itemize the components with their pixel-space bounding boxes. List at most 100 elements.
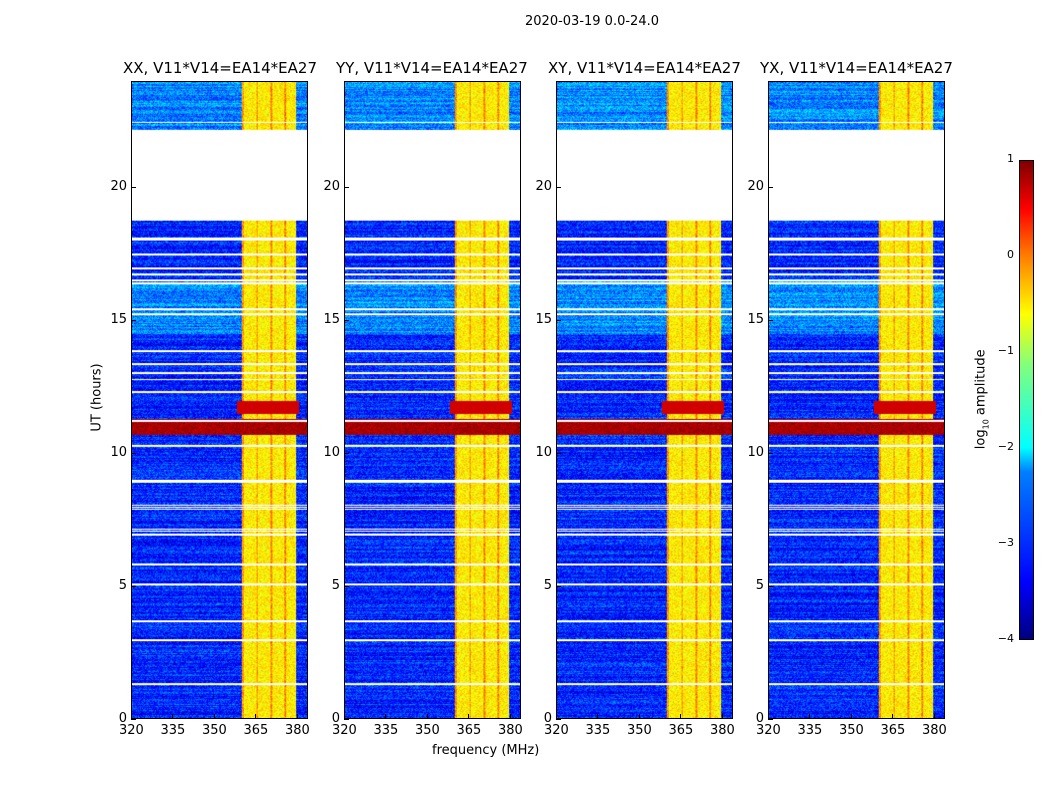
x-tick-label: 350 [201,723,227,738]
y-tick-label: 20 [323,179,340,195]
y-tick-label: 5 [331,578,340,594]
x-tick [933,714,935,719]
x-tick-label: 380 [497,723,523,738]
y-tick [556,453,561,455]
x-tick-label: 380 [284,723,310,738]
x-tick [556,714,557,719]
x-tick-label: 380 [709,723,735,738]
heatmap-panel-3 [556,81,733,719]
x-tick-label: 335 [797,723,823,738]
y-tick [768,187,773,189]
x-tick-label: 335 [585,723,611,738]
y-tick-label: 10 [747,445,764,461]
colorbar-tick-label: 0 [1007,248,1014,261]
y-tick-label: 15 [747,312,764,328]
colorbar [1019,160,1034,640]
y-tick-label: 0 [331,711,340,726]
x-tick [385,714,387,719]
y-tick-label: 20 [110,179,127,195]
y-tick-label: 0 [543,711,552,726]
y-tick [768,719,773,720]
x-tick [468,714,470,719]
x-tick-label: 365 [668,723,694,738]
y-tick-label: 15 [535,312,552,328]
heatmap-cells [769,82,944,718]
suptitle: 2020-03-19 0.0-24.0 [525,14,659,29]
x-tick-label: 320 [544,723,569,738]
y-tick [768,586,773,588]
y-tick [344,187,349,189]
x-tick [721,714,723,719]
y-tick-label: 0 [118,711,127,726]
y-tick [768,320,773,322]
x-tick [597,714,599,719]
x-tick-label: 365 [456,723,482,738]
y-tick-label: 20 [747,179,764,195]
y-tick [556,719,561,720]
x-tick [213,714,215,719]
x-tick-label: 320 [332,723,357,738]
panel-title: XY, V11*V14=EA14*EA27 [548,59,741,77]
x-tick [809,714,811,719]
colorbar-tick-label: −3 [997,536,1014,549]
y-tick [131,586,136,588]
y-tick [131,320,136,322]
x-tick [131,714,132,719]
y-tick-label: 15 [110,312,127,328]
x-tick [892,714,894,719]
x-tick-label: 350 [838,723,864,738]
x-tick-label: 335 [373,723,399,738]
y-tick [131,453,136,455]
y-tick-label: 5 [118,578,127,594]
panel-title: YY, V11*V14=EA14*EA27 [336,59,528,77]
heatmap-panel-4 [768,81,945,719]
heatmap-panel-2 [344,81,521,719]
y-tick [131,719,136,720]
y-tick-label: 15 [323,312,340,328]
y-tick-label: 10 [535,445,552,461]
y-tick [131,187,136,189]
y-tick-label: 20 [535,179,552,195]
y-tick [344,453,349,455]
x-tick-label: 320 [756,723,781,738]
heatmap-cells [557,82,732,718]
y-tick-label: 5 [755,578,764,594]
colorbar-tick-label: 1 [1007,152,1014,165]
y-tick [344,719,349,720]
x-tick [509,714,511,719]
x-tick [850,714,852,719]
x-tick [426,714,428,719]
colorbar-label: log10 amplitude [973,349,991,450]
x-tick-label: 350 [626,723,652,738]
x-tick [172,714,174,719]
y-tick [344,586,349,588]
x-tick-label: 365 [880,723,906,738]
y-tick-label: 5 [543,578,552,594]
colorbar-tick-label: −4 [997,632,1014,645]
y-tick [556,187,561,189]
panel-title: XX, V11*V14=EA14*EA27 [123,59,318,77]
x-tick-label: 335 [160,723,186,738]
x-tick [768,714,769,719]
x-tick-label: 350 [414,723,440,738]
y-tick [768,453,773,455]
y-tick [556,320,561,322]
x-tick [344,714,345,719]
x-tick-label: 365 [243,723,269,738]
panel-title: YX, V11*V14=EA14*EA27 [760,59,953,77]
y-tick-label: 10 [110,445,127,461]
y-tick [556,586,561,588]
x-axis-label: frequency (MHz) [432,743,540,758]
colorbar-tick-label: −1 [997,344,1014,357]
x-tick [638,714,640,719]
heatmap-cells [132,82,307,718]
y-axis-label: UT (hours) [89,363,105,432]
x-tick [255,714,257,719]
y-tick-label: 0 [755,711,764,726]
x-tick [296,714,298,719]
colorbar-tick-label: −2 [997,440,1014,453]
y-tick [344,320,349,322]
heatmap-panel-1 [131,81,308,719]
y-tick-label: 10 [323,445,340,461]
